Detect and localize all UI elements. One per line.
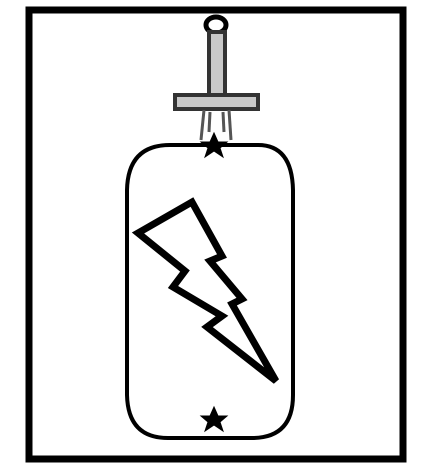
bottom-star-icon bbox=[199, 405, 229, 433]
top-star-icon bbox=[199, 131, 229, 159]
crossguard bbox=[173, 93, 260, 111]
grip-handle bbox=[207, 30, 227, 97]
blade-stub bbox=[199, 109, 233, 141]
lightning-bolt-icon bbox=[131, 197, 280, 384]
frame-border bbox=[25, 6, 407, 463]
